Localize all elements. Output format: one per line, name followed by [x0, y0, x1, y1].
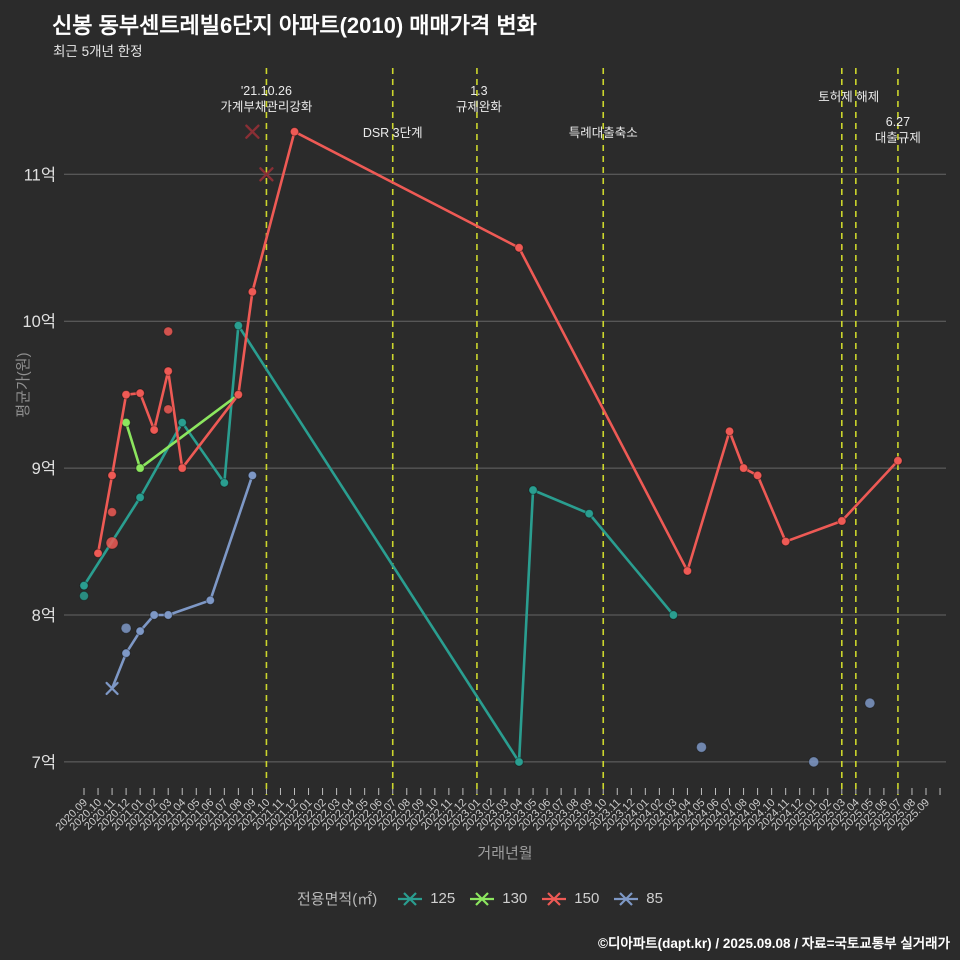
scatter-point-150	[163, 404, 174, 415]
data-point-150	[135, 388, 145, 398]
legend-marker-icon	[542, 891, 567, 906]
data-point-125	[177, 417, 187, 428]
data-point-130	[135, 463, 145, 473]
data-point-125	[135, 492, 145, 503]
data-point-150	[247, 287, 258, 297]
gridlines	[64, 173, 946, 763]
scatter-point-125	[79, 590, 89, 601]
y-axis-title: 평균가(원)	[15, 352, 32, 417]
event-label: 가계부채관리강화	[220, 100, 313, 114]
data-point-150	[163, 366, 173, 376]
event-label: 특례대출축소	[569, 126, 638, 140]
legend-item-label: 130	[502, 890, 528, 907]
legend-marker-icon	[614, 891, 639, 906]
event-label: 토허제 해제	[818, 90, 879, 104]
data-series	[79, 126, 903, 767]
y-tick-label: 10억	[22, 312, 56, 331]
series-line-150	[96, 130, 900, 573]
event-label: 1.3	[470, 84, 487, 98]
data-point-150	[837, 516, 847, 526]
chart-subtitle: 최근 5개년 한정	[53, 44, 143, 59]
data-point-125	[668, 610, 679, 620]
data-point-85	[149, 610, 159, 620]
data-point-x-85	[105, 681, 119, 696]
data-point-150	[93, 548, 103, 559]
chart-title: 신봉 동부센트레빌6단지 아파트(2010) 매매가격 변화	[52, 13, 537, 38]
event-label: 대출규제	[875, 131, 921, 145]
x-axis-ticks	[83, 788, 941, 795]
data-point-125	[219, 478, 230, 488]
event-label: 규제완화	[456, 100, 503, 114]
event-label: '21.10.26	[241, 84, 292, 98]
legend-item-label: 125	[430, 890, 456, 907]
scatter-point-150	[163, 326, 174, 337]
data-point-150	[121, 389, 131, 400]
data-point-150	[780, 536, 791, 547]
scatter-points	[79, 124, 876, 768]
data-point-150	[682, 566, 693, 576]
legend-item-label: 150	[574, 890, 600, 907]
data-point-150	[514, 243, 524, 253]
data-point-125	[514, 757, 524, 767]
data-point-125	[528, 485, 538, 495]
scatter-point-150	[107, 507, 118, 518]
legend-item-150[interactable]: 150	[541, 890, 599, 907]
legend-item-125[interactable]: 125	[397, 890, 455, 907]
data-point-125	[584, 508, 594, 519]
data-point-85	[163, 610, 173, 620]
scatter-point-85	[808, 756, 820, 768]
scatter-point-85	[864, 697, 876, 709]
data-point-150	[149, 425, 159, 435]
scatter-point-85	[120, 622, 132, 634]
data-point-85	[121, 648, 131, 658]
data-point-85	[247, 470, 258, 481]
data-point-150	[107, 470, 117, 481]
data-point-150	[177, 463, 187, 473]
scatter-x-150-outlier	[259, 167, 274, 182]
series-line-125	[82, 324, 675, 764]
event-label: 6.27	[886, 115, 910, 129]
legend-title: 전용면적(㎡)	[297, 891, 378, 908]
y-tick-label: 11억	[24, 165, 56, 184]
data-point-150	[289, 126, 300, 137]
data-point-150	[752, 470, 763, 481]
scatter-point-85	[695, 741, 707, 753]
scatter-x-150-outlier	[245, 124, 260, 139]
footer-credit: ©디아파트(dapt.kr) / 2025.09.08 / 자료=국토교통부 실…	[598, 936, 950, 951]
event-lines	[265, 68, 899, 795]
legend-item-85[interactable]: 85	[613, 890, 663, 907]
scatter-point-150	[105, 536, 119, 550]
x-axis-title: 거래년월	[477, 845, 532, 862]
data-point-150	[724, 426, 735, 437]
data-point-85	[135, 626, 145, 636]
data-point-125	[233, 320, 244, 331]
y-axis-tick-labels: 7억 8억 9억 10억 11억	[22, 165, 56, 772]
data-point-150	[893, 456, 903, 466]
event-label: DSR 3단계	[363, 126, 423, 140]
data-point-150	[738, 463, 749, 473]
legend-item-130[interactable]: 130	[469, 890, 527, 907]
y-tick-label: 7억	[32, 753, 56, 772]
legend-marker-icon	[470, 891, 495, 906]
data-point-125	[79, 580, 89, 591]
legend-marker-icon	[398, 891, 423, 906]
y-tick-label: 8억	[32, 606, 56, 625]
data-point-85	[205, 595, 216, 606]
data-point-130	[121, 417, 131, 428]
legend: 전용면적(㎡) 125 130 150 85	[0, 888, 960, 909]
series-line-130	[124, 393, 240, 470]
legend-item-label: 85	[646, 890, 663, 907]
x-axis-tick-labels: 2020.092020.102020.112020.122021.012021.…	[54, 797, 933, 834]
y-tick-label: 9억	[32, 459, 56, 478]
data-point-150	[233, 389, 244, 400]
